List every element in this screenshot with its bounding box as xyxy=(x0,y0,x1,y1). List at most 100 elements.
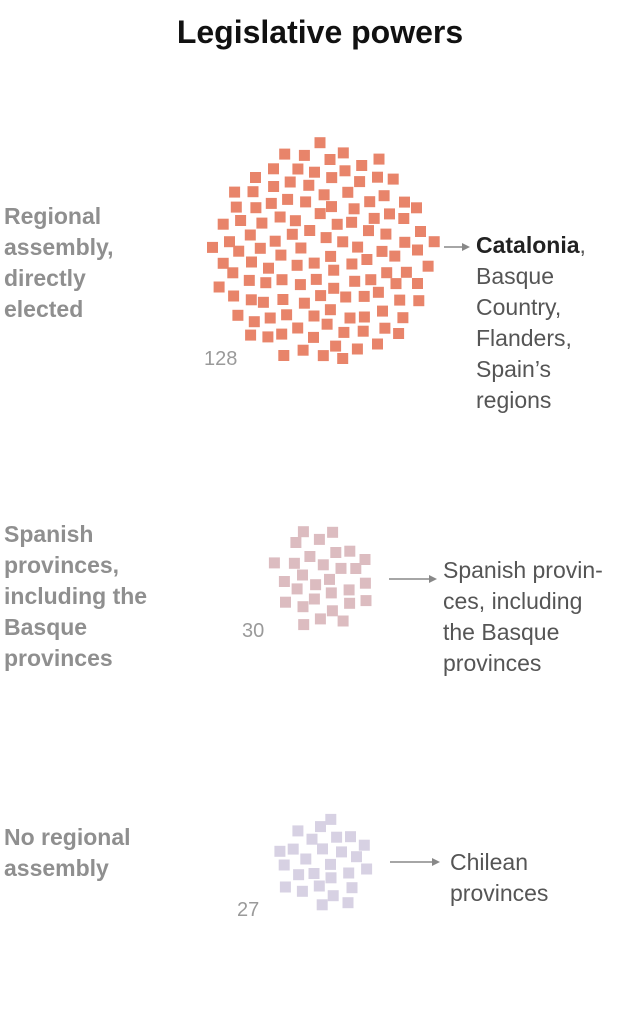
unit-square xyxy=(310,579,322,591)
unit-square xyxy=(304,551,316,562)
unit-square xyxy=(357,325,369,337)
label-line: assembly, xyxy=(4,234,114,260)
highlighted-example: Catalonia xyxy=(476,232,580,258)
unit-square xyxy=(372,338,383,350)
unit-square xyxy=(298,149,310,161)
unit-square xyxy=(300,853,312,865)
label-line: elected xyxy=(4,296,84,322)
unit-square xyxy=(280,596,291,608)
unit-square xyxy=(268,163,279,175)
unit-square xyxy=(224,236,235,248)
unit-square xyxy=(300,196,312,208)
unit-square xyxy=(337,615,349,627)
unit-square xyxy=(324,304,336,316)
unit-square xyxy=(412,244,423,256)
unit-square xyxy=(286,228,298,240)
label-line: No regional xyxy=(4,824,131,850)
unit-square xyxy=(250,172,261,183)
unit-square xyxy=(314,208,326,220)
unit-square xyxy=(308,593,320,605)
unit-square xyxy=(373,153,385,165)
unit-square xyxy=(233,245,245,257)
unit-square xyxy=(335,562,347,574)
examples-line: Basque xyxy=(476,263,555,289)
unit-square xyxy=(298,619,310,631)
unit-square xyxy=(247,186,259,198)
unit-square xyxy=(246,256,257,268)
unit-square xyxy=(279,881,291,893)
label-line: assembly xyxy=(4,855,109,881)
unit-square xyxy=(328,282,340,294)
unit-square xyxy=(254,242,266,254)
examples-line: Spain’s xyxy=(476,356,552,382)
label-line: Basque xyxy=(4,614,88,640)
examples-line: Country, xyxy=(476,294,562,320)
unit-square xyxy=(422,260,434,272)
unit-square xyxy=(340,291,352,303)
unit-square xyxy=(326,172,338,184)
unit-square xyxy=(316,899,328,911)
unit-square xyxy=(331,218,343,230)
unit-square xyxy=(348,203,360,215)
unit-square xyxy=(304,225,316,236)
unit-square xyxy=(317,559,329,571)
examples-line: Flanders, xyxy=(476,325,572,351)
arrow-head-icon xyxy=(429,575,437,583)
unit-square xyxy=(278,859,290,871)
unit-square xyxy=(338,326,350,338)
unit-square xyxy=(265,197,277,209)
count-label-regional-assembly: 128 xyxy=(204,348,238,370)
unit-square xyxy=(278,350,290,361)
label-line: including the xyxy=(4,583,148,609)
unit-square xyxy=(387,173,399,185)
unit-square xyxy=(359,554,371,565)
unit-square xyxy=(325,813,337,825)
unit-square xyxy=(325,858,336,870)
unit-square xyxy=(372,171,383,183)
unit-square xyxy=(337,236,349,248)
unit-square xyxy=(351,851,362,863)
unit-square xyxy=(411,202,422,214)
unit-square xyxy=(229,186,241,198)
unit-square xyxy=(378,190,390,202)
unit-square xyxy=(368,212,380,224)
unit-square xyxy=(292,322,304,334)
unit-square xyxy=(243,274,255,286)
unit-square xyxy=(376,245,388,257)
unit-square xyxy=(377,305,388,317)
unit-square xyxy=(260,277,272,289)
unit-square xyxy=(359,577,371,589)
unit-square xyxy=(262,331,274,343)
arrow-head-icon xyxy=(462,243,470,251)
unit-square xyxy=(324,154,336,165)
unit-square xyxy=(228,290,240,302)
examples-line: Spanish provin- xyxy=(443,557,603,583)
examples-line-1: Catalonia, xyxy=(476,230,586,261)
unit-square xyxy=(365,274,377,286)
unit-square xyxy=(326,605,338,617)
unit-square xyxy=(235,215,247,226)
unit-square xyxy=(282,193,294,205)
count-label-no-regional-assembly: 27 xyxy=(237,899,260,921)
unit-square xyxy=(361,254,373,265)
label-line: Regional xyxy=(4,203,102,229)
unit-square xyxy=(364,196,376,208)
unit-square xyxy=(326,201,337,213)
unit-square xyxy=(248,316,260,328)
unit-square xyxy=(274,845,286,857)
unit-square xyxy=(379,322,391,334)
unit-square xyxy=(393,328,405,339)
unit-square xyxy=(351,343,363,355)
unit-square xyxy=(217,218,229,230)
unit-square xyxy=(245,294,257,306)
label-line: Spanish xyxy=(4,521,94,547)
unit-square xyxy=(298,297,310,309)
unit-square xyxy=(245,329,257,341)
unit-square xyxy=(342,897,354,909)
unit-square xyxy=(232,309,244,321)
unit-square xyxy=(256,217,268,229)
unit-square xyxy=(308,868,320,879)
unit-square xyxy=(244,229,256,241)
examples-line: regions xyxy=(476,387,552,413)
unit-square xyxy=(343,584,355,596)
